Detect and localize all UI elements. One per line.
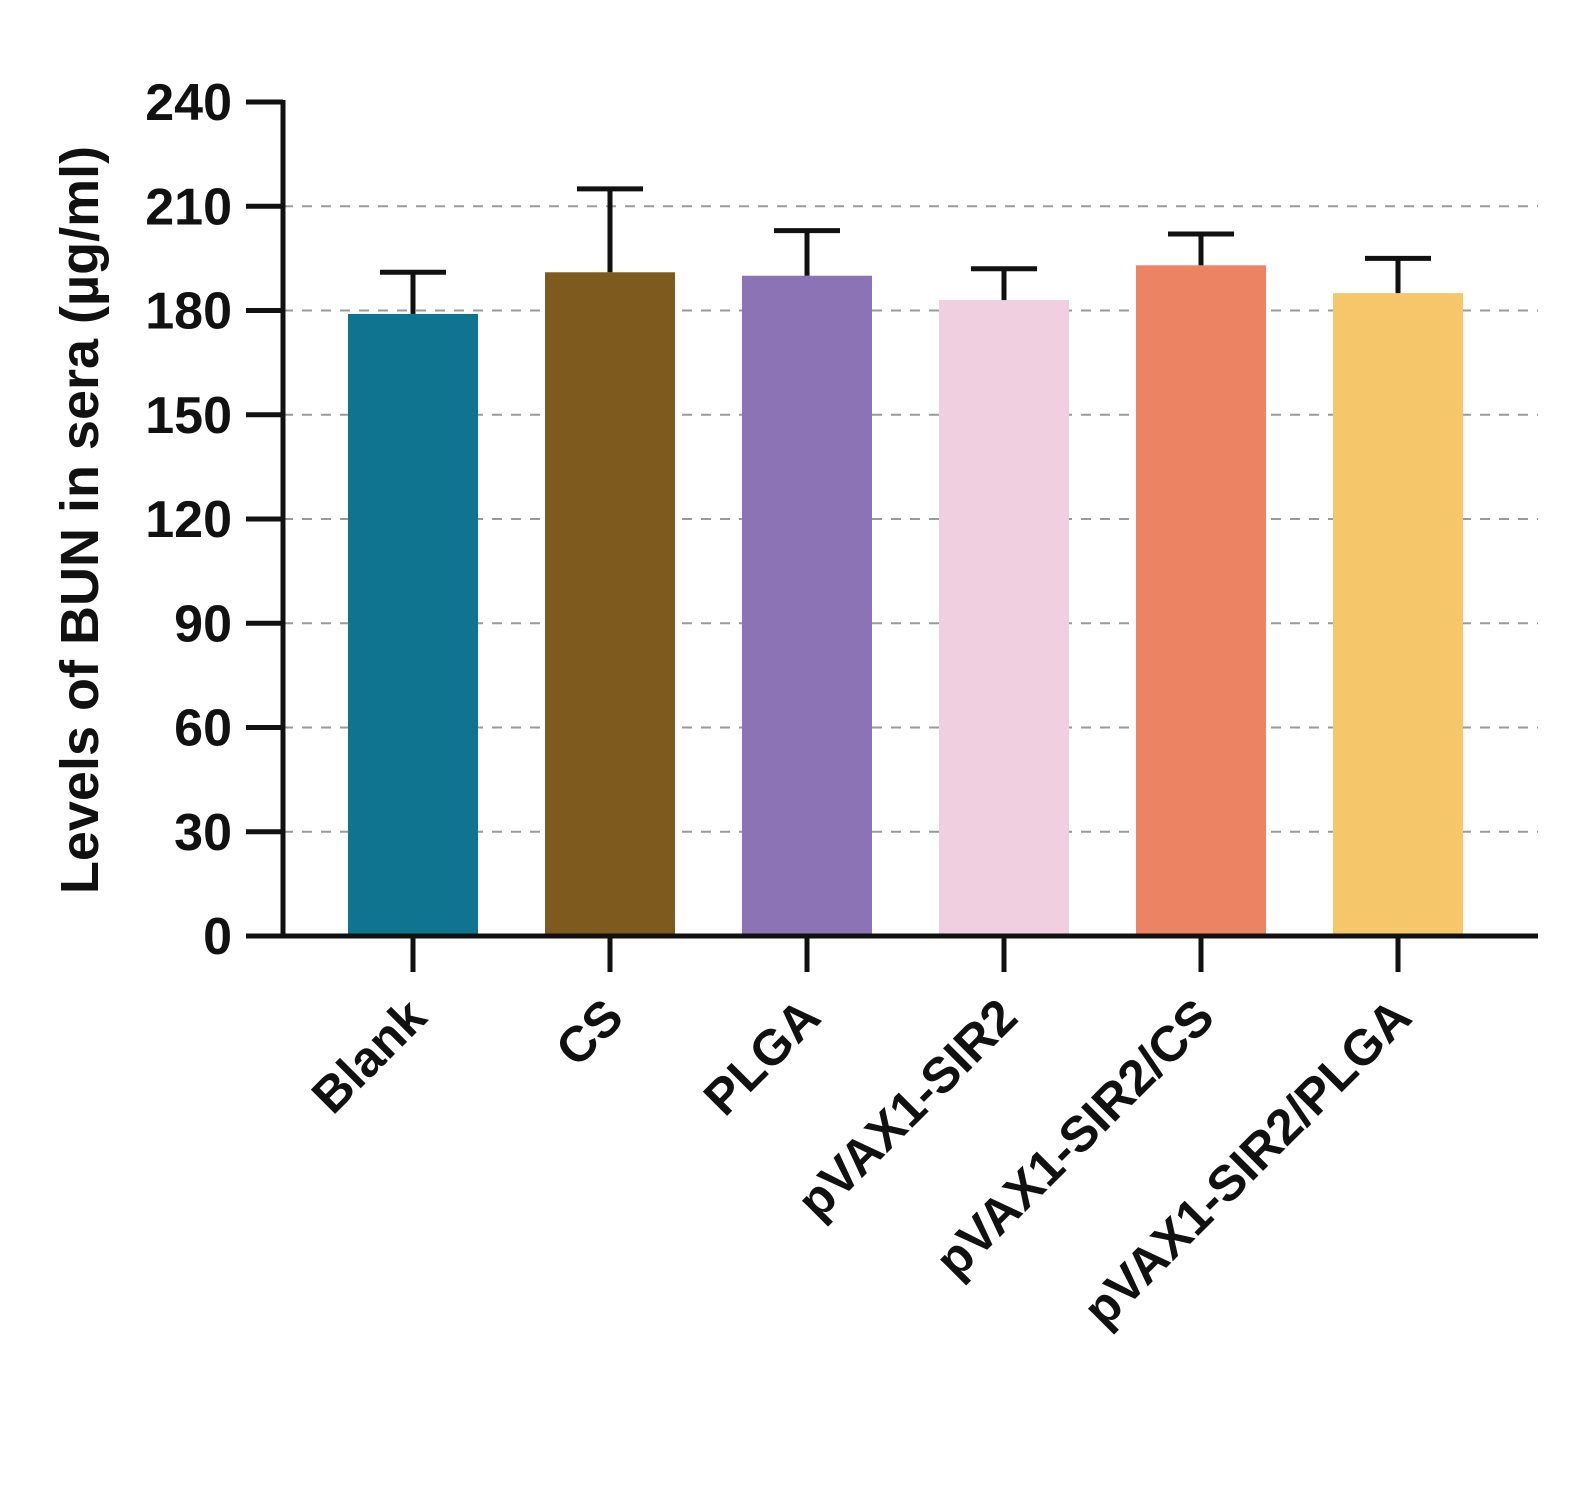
grid-lines (283, 205, 1538, 833)
y-tick-label-30: 30 (174, 804, 232, 862)
y-tick-label-90: 90 (174, 595, 232, 653)
error-bar-plga (774, 228, 840, 276)
error-bar-blank (380, 269, 446, 314)
y-tick-label-180: 180 (145, 283, 232, 341)
error-bars (380, 186, 1431, 314)
y-tick-label-120: 120 (145, 491, 232, 549)
error-bar-pvax1-sir2 (971, 266, 1037, 301)
error-bar-pvax1-sir2-cs (1168, 231, 1234, 266)
x-tick-label-cs: CS (545, 988, 634, 1077)
y-tick-label-240: 240 (145, 74, 232, 132)
bar-pvax1-sir2-cs (1136, 265, 1266, 936)
y-tick-label-60: 60 (174, 700, 232, 758)
y-tick-label-0: 0 (203, 908, 232, 966)
axes (246, 99, 1538, 972)
bar-plga (742, 275, 872, 936)
bar-pvax1-sir2 (939, 300, 1069, 936)
y-tick-label-150: 150 (145, 387, 232, 445)
bars (348, 265, 1463, 937)
bar-pvax1-sir2-plga (1333, 293, 1463, 936)
bar-blank (348, 313, 478, 937)
y-tick-label-210: 210 (145, 178, 232, 236)
x-tick-label-plga: PLGA (693, 988, 831, 1126)
x-tick-label-pvax1-sir2-plga: pVAX1-SIR2/PLGA (1072, 988, 1421, 1337)
error-bar-cs (577, 186, 643, 273)
y-axis-title: Levels of BUN in sera (µg/ml) (50, 146, 110, 894)
bar-cs (545, 272, 675, 936)
error-bar-pvax1-sir2-plga (1365, 255, 1431, 294)
x-tick-label-blank: Blank (301, 988, 437, 1124)
